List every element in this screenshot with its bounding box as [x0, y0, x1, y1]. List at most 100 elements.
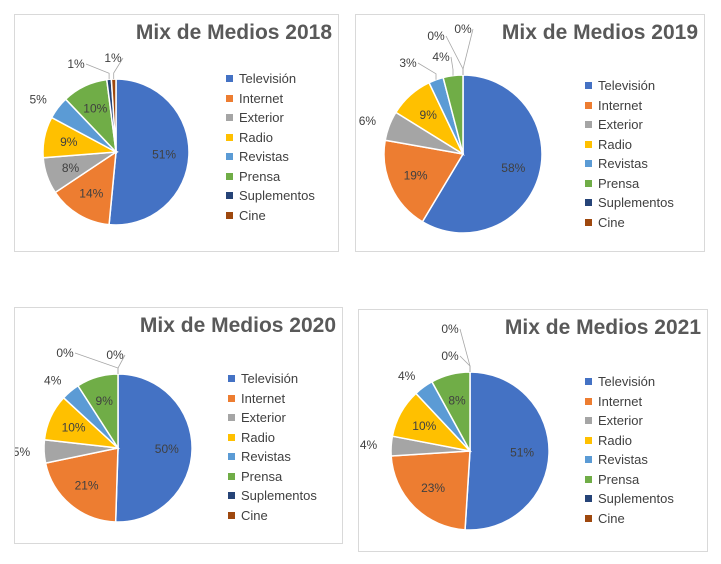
leader-line-cine	[113, 57, 124, 79]
legend-label: Cine	[241, 507, 268, 523]
leader-line-cine	[459, 328, 471, 372]
legend-item-exterior: Exterior	[585, 115, 674, 135]
legend-swatch	[585, 456, 592, 464]
data-label-television: 51%	[510, 446, 534, 460]
chart-panel-2020: 50% 21% 5% 10% 4% 9% 0% 0% Mix de Medios 2020 T…	[14, 307, 343, 544]
legend: Televisión Internet Exterior Radio Revis…	[226, 69, 315, 225]
legend-item-exterior: Exterior	[226, 108, 315, 128]
legend-item-radio: Radio	[228, 428, 317, 448]
legend-swatch	[226, 75, 233, 83]
leader-line-cine	[462, 28, 474, 75]
legend-label: Radio	[239, 129, 273, 145]
legend-item-suplementos: Suplementos	[585, 193, 674, 213]
legend-swatch	[226, 94, 233, 102]
legend-label: Televisión	[239, 71, 297, 87]
pie-slice-television	[421, 74, 543, 234]
legend-item-cine: Cine	[585, 213, 674, 233]
data-label-radio: 10%	[62, 421, 86, 435]
chart-title: Mix de Medios 2021	[504, 316, 701, 339]
data-label-exterior: 6%	[359, 114, 377, 128]
legend-label: Prensa	[241, 468, 283, 484]
legend-label: Exterior	[598, 117, 643, 133]
data-label-cine: 0%	[454, 22, 472, 36]
data-label-suplementos: 0%	[427, 29, 445, 43]
data-label-exterior: 4%	[360, 438, 378, 452]
chart-panel-2021: 51% 23% 4% 10% 4% 8% 0% 0% Mix de Medios 2021 T…	[358, 309, 708, 552]
legend-label: Cine	[598, 214, 625, 230]
legend-swatch	[226, 114, 233, 122]
data-label-prensa: 8%	[448, 394, 466, 408]
legend: Televisión Internet Exterior Radio Revis…	[585, 76, 674, 232]
legend-swatch	[585, 514, 592, 522]
legend-label: Revistas	[241, 449, 291, 465]
legend-label: Internet	[598, 393, 643, 409]
legend-swatch	[228, 453, 235, 461]
data-label-television: 50%	[155, 442, 179, 456]
legend-swatch	[585, 218, 592, 226]
legend-item-cine: Cine	[585, 509, 674, 529]
data-label-prensa: 10%	[83, 102, 107, 116]
legend-label: Revistas	[598, 156, 648, 172]
chart-panel-2019: 58% 19% 6% 9% 3% 4% 0% 0% Mix de Medios 2019 Te…	[355, 14, 705, 252]
legend-item-internet: Internet	[585, 96, 674, 116]
data-label-cine: 1%	[104, 51, 122, 65]
legend-swatch	[226, 211, 233, 219]
legend-swatch	[226, 192, 233, 200]
legend-swatch	[585, 417, 592, 425]
legend-item-television: Televisión	[226, 69, 315, 89]
legend-swatch	[226, 153, 233, 161]
data-label-television: 51%	[152, 147, 176, 161]
legend-label: Prensa	[598, 471, 640, 487]
legend-item-radio: Radio	[585, 431, 674, 451]
pie-chart-2021: 51% 23% 4% 10% 4% 8% 0% 0%	[360, 322, 550, 531]
legend-swatch	[585, 101, 592, 109]
pie-slice-television	[464, 371, 550, 531]
pie-slice-internet	[383, 139, 465, 223]
legend-swatch	[585, 82, 592, 90]
legend-label: Radio	[598, 136, 632, 152]
legend-swatch	[585, 199, 592, 207]
legend-item-suplementos: Suplementos	[228, 486, 317, 506]
legend-item-exterior: Exterior	[228, 408, 317, 428]
legend-item-prensa: Prensa	[228, 467, 317, 487]
leader-line-suplementos	[85, 63, 110, 80]
legend-item-revistas: Revistas	[226, 147, 315, 167]
legend: Televisión Internet Exterior Radio Revis…	[228, 369, 317, 525]
legend-item-cine: Cine	[226, 206, 315, 226]
legend-swatch	[585, 397, 592, 405]
pie-slice-internet	[54, 150, 117, 226]
legend-item-revistas: Revistas	[585, 154, 674, 174]
legend-label: Televisión	[598, 78, 656, 94]
data-label-revistas: 5%	[29, 92, 47, 106]
legend-swatch	[228, 492, 235, 500]
data-label-radio: 10%	[412, 419, 436, 433]
legend-label: Suplementos	[598, 195, 674, 211]
leader-line-prensa	[450, 56, 454, 76]
legend-item-prensa: Prensa	[226, 167, 315, 187]
legend-swatch	[585, 179, 592, 187]
legend-swatch	[585, 140, 592, 148]
pie-slice-prensa	[430, 371, 471, 452]
legend-item-television: Televisión	[585, 372, 674, 392]
pie-slice-internet	[44, 447, 119, 523]
legend-label: Exterior	[239, 110, 284, 126]
legend-swatch	[226, 133, 233, 141]
data-label-exterior: 5%	[15, 445, 30, 459]
data-label-radio: 9%	[60, 135, 78, 149]
legend-swatch	[585, 121, 592, 129]
data-label-revistas: 3%	[399, 56, 417, 70]
data-label-radio: 9%	[420, 108, 438, 122]
data-label-revistas: 4%	[398, 369, 416, 383]
legend-label: Prensa	[239, 168, 281, 184]
legend-swatch	[228, 433, 235, 441]
legend-item-suplementos: Suplementos	[585, 489, 674, 509]
data-label-internet: 19%	[404, 169, 428, 183]
pie-slice-television	[114, 373, 193, 523]
legend-label: Suplementos	[239, 188, 315, 204]
legend-swatch	[228, 472, 235, 480]
legend-label: Internet	[241, 390, 286, 406]
chart-title: Mix de Medios 2019	[501, 21, 698, 44]
data-label-exterior: 8%	[62, 161, 80, 175]
data-label-internet: 14%	[79, 186, 103, 200]
data-label-internet: 21%	[75, 478, 99, 492]
